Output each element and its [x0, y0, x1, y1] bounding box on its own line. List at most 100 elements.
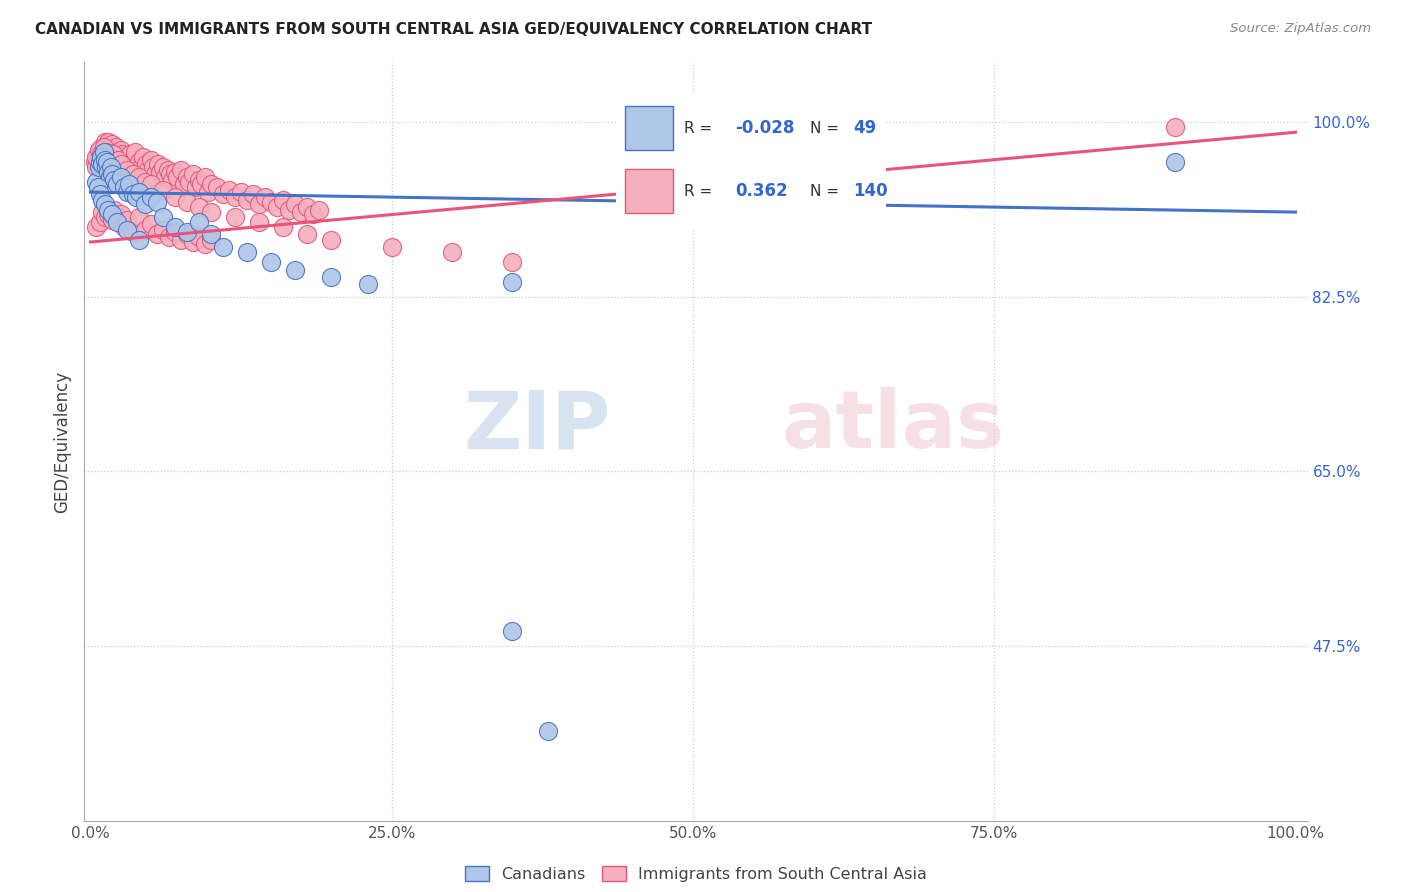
Point	[128, 233, 150, 247]
Point	[103, 147, 125, 161]
Point	[297, 227, 319, 241]
Point	[290, 205, 312, 219]
Point	[90, 150, 112, 164]
Point	[321, 269, 343, 284]
Point	[145, 227, 167, 241]
Point	[260, 195, 283, 210]
Point	[100, 155, 122, 169]
Point	[124, 145, 146, 160]
Point	[236, 193, 259, 207]
Point	[297, 200, 319, 214]
Point	[84, 155, 107, 169]
Point	[105, 210, 128, 224]
Point	[1164, 155, 1187, 169]
Point	[93, 143, 115, 157]
Point	[98, 143, 121, 157]
Point	[94, 145, 117, 160]
Point	[86, 153, 108, 168]
Point	[120, 160, 142, 174]
Point	[121, 225, 143, 239]
Point	[152, 183, 174, 197]
Point	[173, 177, 195, 191]
Point	[176, 227, 198, 241]
Point	[104, 160, 127, 174]
Point	[242, 187, 264, 202]
Point	[200, 227, 222, 241]
Point	[101, 207, 124, 221]
Point	[87, 143, 110, 157]
Point	[115, 155, 138, 169]
Point	[91, 147, 114, 161]
Point	[128, 210, 150, 224]
Point	[87, 160, 110, 174]
Point	[97, 165, 120, 179]
Point	[284, 197, 307, 211]
Point	[115, 223, 138, 237]
Legend: Canadians, Immigrants from South Central Asia: Canadians, Immigrants from South Central…	[458, 860, 934, 888]
Point	[139, 217, 162, 231]
Point	[97, 150, 120, 164]
Point	[118, 157, 141, 171]
Text: CANADIAN VS IMMIGRANTS FROM SOUTH CENTRAL ASIA GED/EQUIVALENCY CORRELATION CHART: CANADIAN VS IMMIGRANTS FROM SOUTH CENTRA…	[35, 22, 872, 37]
Point	[94, 150, 117, 164]
Point	[271, 193, 294, 207]
Point	[181, 167, 204, 181]
Point	[179, 175, 201, 189]
Point	[89, 215, 111, 229]
Point	[501, 255, 523, 269]
Point	[163, 220, 186, 235]
Point	[152, 210, 174, 224]
Point	[107, 150, 129, 164]
Point	[139, 153, 162, 168]
Point	[121, 187, 143, 202]
Text: Source: ZipAtlas.com: Source: ZipAtlas.com	[1230, 22, 1371, 36]
Point	[229, 185, 252, 199]
Point	[190, 177, 212, 191]
Point	[94, 135, 117, 149]
Point	[86, 180, 108, 194]
Point	[135, 157, 157, 171]
Point	[122, 157, 145, 171]
Point	[236, 244, 259, 259]
Point	[86, 175, 108, 189]
Point	[91, 193, 114, 207]
Point	[163, 190, 186, 204]
Point	[87, 157, 110, 171]
Point	[121, 153, 143, 168]
Point	[110, 157, 132, 171]
Point	[94, 153, 117, 168]
Point	[537, 723, 560, 738]
Point	[194, 237, 217, 252]
Point	[142, 160, 165, 174]
Point	[115, 163, 138, 178]
Point	[97, 147, 120, 161]
Point	[224, 190, 246, 204]
Point	[176, 170, 198, 185]
Point	[120, 147, 142, 161]
Point	[149, 165, 172, 179]
Point	[128, 170, 150, 185]
Point	[115, 213, 138, 227]
Point	[101, 167, 124, 181]
Point	[163, 165, 186, 179]
Point	[501, 624, 523, 639]
Point	[111, 157, 134, 171]
Point	[356, 277, 378, 291]
Point	[186, 180, 208, 194]
Point	[86, 160, 108, 174]
Point	[118, 177, 141, 191]
Point	[121, 167, 143, 181]
Point	[89, 145, 111, 160]
Point	[97, 207, 120, 221]
Point	[96, 155, 118, 169]
Point	[197, 185, 219, 199]
Point	[112, 220, 135, 235]
Point	[105, 215, 128, 229]
Point	[129, 160, 152, 174]
Point	[86, 150, 108, 164]
Point	[200, 177, 222, 191]
Point	[176, 225, 198, 239]
Point	[98, 170, 121, 185]
Point	[110, 207, 132, 221]
Point	[103, 147, 125, 161]
